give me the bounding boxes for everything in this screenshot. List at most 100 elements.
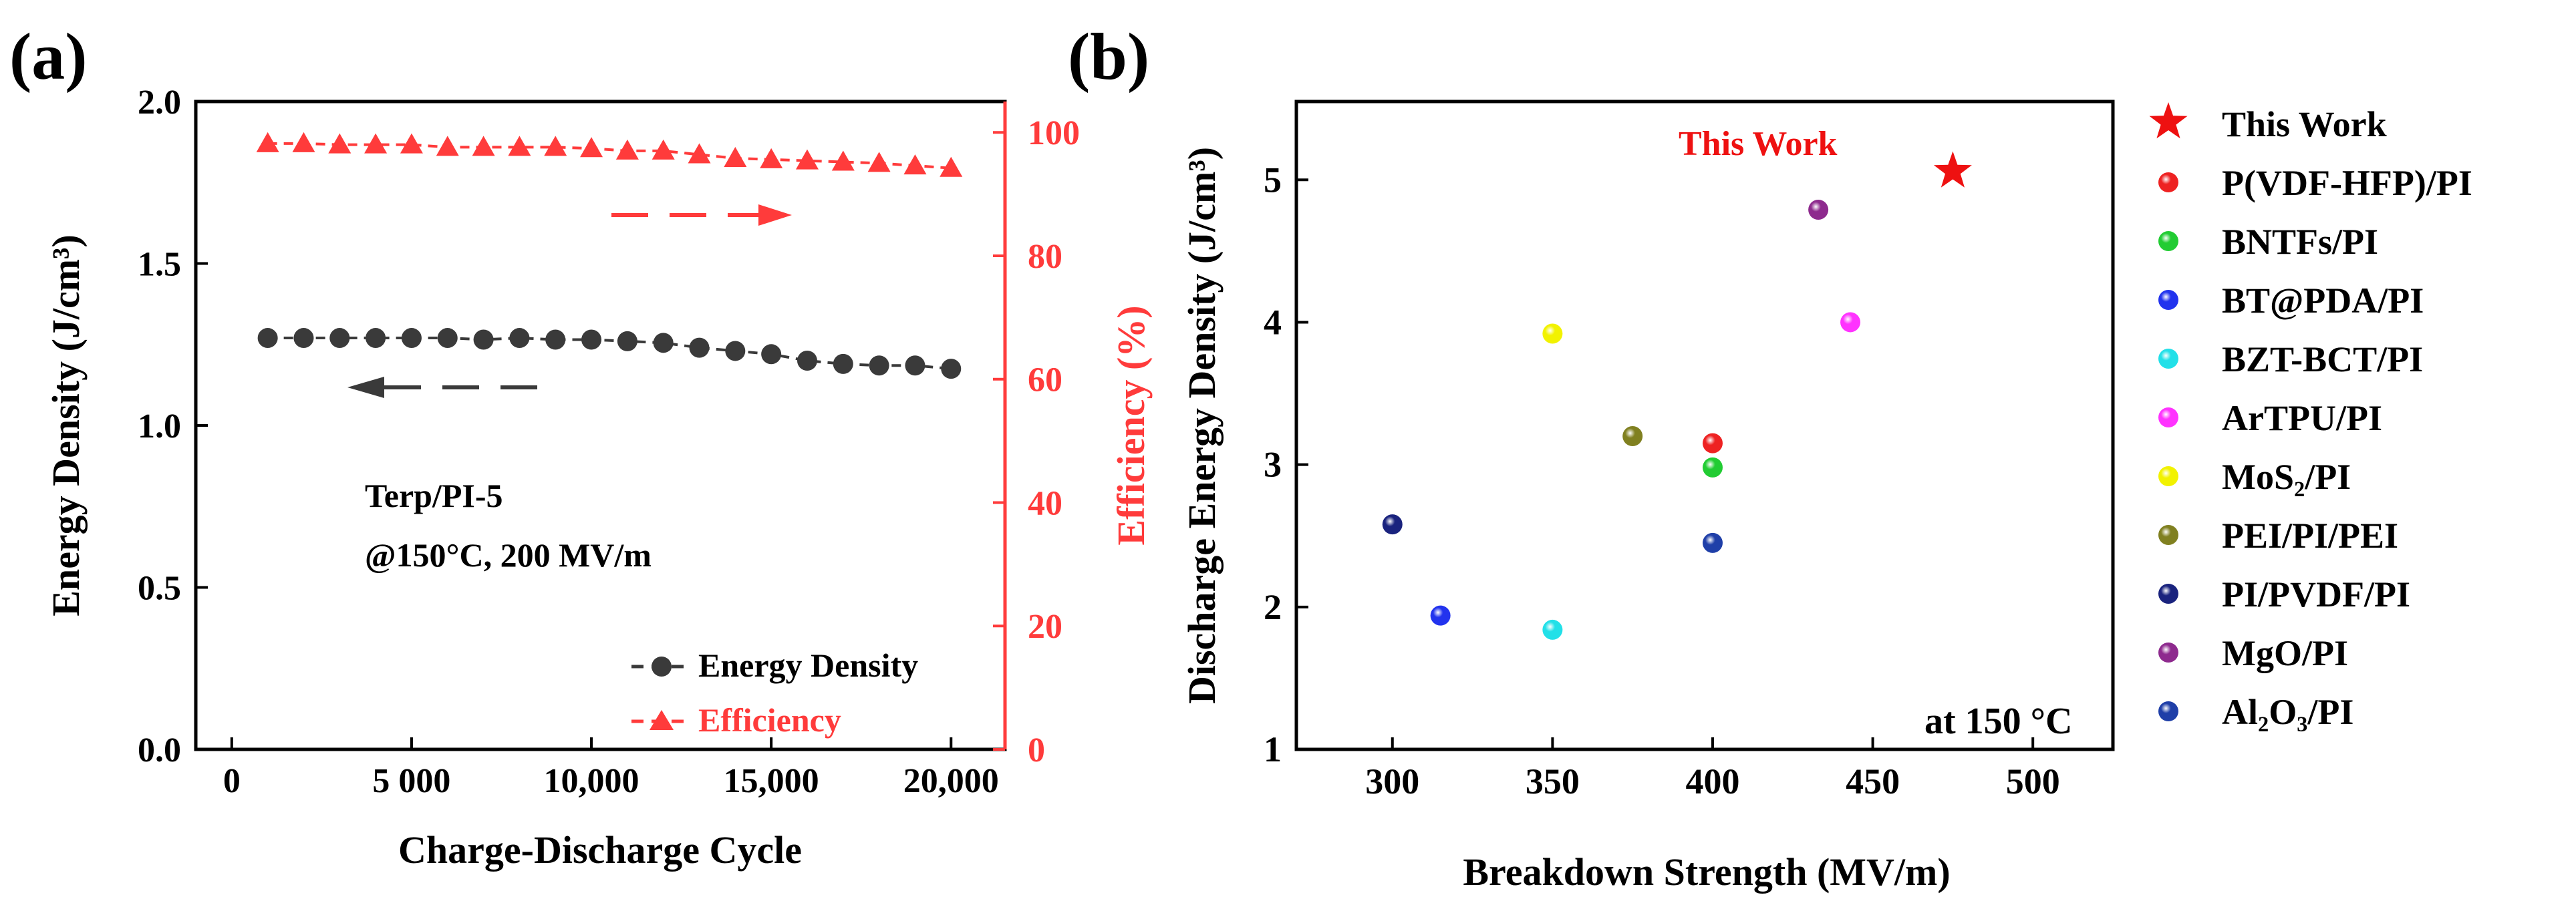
data-point-efficiency <box>615 139 639 160</box>
data-point-energy-density <box>905 355 925 376</box>
data-point-energy-density <box>509 328 530 349</box>
data-point-efficiency <box>940 156 963 177</box>
point-bntfs-pi <box>1702 457 1723 478</box>
legend-label-bt-pda-pi: BT@PDA/PI <box>2222 281 2424 321</box>
data-point-energy-density <box>257 328 278 349</box>
data-point-efficiency <box>688 143 711 164</box>
data-point-efficiency <box>760 148 783 168</box>
legend-marker-pei-pi-pei <box>2158 525 2178 545</box>
panel-b-x-tick-label: 350 <box>1526 761 1580 801</box>
point-al-o-pi <box>1702 532 1723 553</box>
point-p-vdf-hfp-pi <box>1702 433 1723 453</box>
energy-density-axis-arrow <box>347 377 548 398</box>
data-point-efficiency <box>256 132 279 152</box>
point-pei-pi-pei <box>1622 425 1643 446</box>
legend-label-p-vdf-hfp-pi: P(VDF-HFP)/PI <box>2222 163 2472 203</box>
legend-label-al-o-pi: Al₂O₃/PI <box>2222 692 2353 732</box>
data-point-energy-density <box>941 359 962 379</box>
data-point-energy-density <box>366 328 386 349</box>
data-point-energy-density <box>617 331 637 351</box>
legend-marker-mos-pi <box>2158 466 2178 486</box>
data-point-energy-density <box>833 353 853 374</box>
panel-b-plot-frame <box>1294 100 2115 751</box>
panel-a-y-tick-label: 1.5 <box>138 246 181 284</box>
data-point-efficiency <box>364 133 388 154</box>
legend-marker-this-work <box>2149 102 2188 139</box>
legend-label-bzt-bct-pi: BZT-BCT/PI <box>2222 339 2423 379</box>
data-point-energy-density <box>797 351 817 371</box>
panel-b: (b) 300 350 400 450 500 1 2 3 4 5 This Work at 1… <box>1068 19 2472 894</box>
panel-b-y-axis: 1 2 3 4 5 <box>1264 160 1308 769</box>
data-point-energy-density <box>869 355 889 376</box>
efficiency-axis-arrow <box>611 204 792 226</box>
legend-marker-bntfs-pi <box>2158 231 2178 251</box>
data-point-efficiency <box>472 136 495 156</box>
panel-a-y-right-tick-label: 100 <box>1028 114 1080 152</box>
data-point-efficiency <box>795 149 819 170</box>
legend-marker-p-vdf-hfp-pi <box>2158 172 2178 192</box>
panel-b-x-tick-label: 300 <box>1365 761 1419 801</box>
panel-a-y-tick-label: 0.0 <box>138 731 181 769</box>
panel-b-legend: This Work P(VDF-HFP)/PI BNTFs/PI BT@PDA/PI B… <box>2149 102 2472 732</box>
data-point-efficiency <box>436 136 459 156</box>
data-point-efficiency <box>867 152 891 172</box>
panel-a-y-right-tick-label: 40 <box>1028 484 1062 522</box>
panel-b-points <box>1382 151 1972 640</box>
legend-label-energy-density: Energy Density <box>698 647 918 684</box>
legend-label-pei-pi-pei: PEI/PI/PEI <box>2222 516 2398 556</box>
panel-a-y-axis-left: 0.0 0.5 1.0 1.5 2.0 <box>138 83 208 769</box>
panel-a-y-tick-label: 0.5 <box>138 570 181 608</box>
data-point-energy-density <box>329 328 350 349</box>
point-pi-pvdf-pi <box>1382 514 1403 535</box>
panel-b-x-axis-title: Breakdown Strength (MV/m) <box>1463 850 1950 894</box>
legend-marker-pi-pvdf-pi <box>2158 584 2178 604</box>
panel-b-y-tick-label: 3 <box>1264 445 1282 485</box>
data-point-energy-density <box>401 328 422 349</box>
panel-b-x-axis: 300 350 400 450 500 <box>1365 737 2060 801</box>
panel-a-x-axis-title: Charge-Discharge Cycle <box>398 828 802 872</box>
panel-b-y-axis-title: Discharge Energy Density (J/cm³) <box>1180 147 1224 704</box>
legend-marker-al-o-pi <box>2158 701 2178 721</box>
panel-a-x-tick-label: 5 000 <box>372 762 450 800</box>
data-point-energy-density <box>473 329 494 350</box>
panel-a-x-tick-label: 10,000 <box>544 762 639 800</box>
data-point-energy-density <box>581 329 602 350</box>
panel-a: (a) 0 5 000 10,000 15,000 20,000 0.0 0.5 1.0 1.… <box>9 19 1153 872</box>
point-mos-pi <box>1542 323 1563 344</box>
data-point-energy-density <box>761 344 782 365</box>
panel-b-y-tick-label: 1 <box>1264 729 1282 769</box>
data-point-efficiency <box>292 132 315 152</box>
legend-label-mgo-pi: MgO/PI <box>2222 633 2348 673</box>
legend-label-artpu-pi: ArTPU/PI <box>2222 398 2382 438</box>
data-point-energy-density <box>653 333 674 353</box>
this-work-annotation: This Work <box>1679 125 1838 163</box>
panel-b-y-tick-label: 4 <box>1264 302 1282 342</box>
panel-a-label: (a) <box>9 19 88 94</box>
panel-a-x-tick-label: 0 <box>223 762 241 800</box>
panel-a-y-right-tick-label: 20 <box>1028 608 1062 646</box>
data-point-efficiency <box>400 133 423 154</box>
sample-name-annotation: Terp/PI-5 <box>365 477 503 514</box>
panel-a-legend: Energy Density Efficiency <box>631 647 918 739</box>
legend-label-bntfs-pi: BNTFs/PI <box>2222 222 2378 262</box>
panel-b-label: (b) <box>1068 19 1149 94</box>
panel-a-series <box>256 132 963 379</box>
point-bt-pda-pi <box>1430 605 1451 626</box>
data-point-efficiency <box>508 136 531 156</box>
legend-label-mos-pi: MoS₂/PI <box>2222 457 2351 497</box>
panel-a-x-tick-label: 20,000 <box>903 762 999 800</box>
panel-a-y-tick-label: 1.0 <box>138 407 181 445</box>
panel-b-x-tick-label: 500 <box>2006 761 2060 801</box>
point-this-work <box>1933 151 1972 188</box>
data-point-energy-density <box>725 341 746 361</box>
panel-b-y-tick-label: 5 <box>1264 160 1282 200</box>
legend-marker-bt-pda-pi <box>2158 290 2178 310</box>
data-point-efficiency <box>328 133 351 154</box>
legend-marker-mgo-pi <box>2158 643 2178 663</box>
legend-marker-bzt-bct-pi <box>2158 349 2178 369</box>
data-point-efficiency <box>831 150 855 171</box>
legend-label-this-work: This Work <box>2222 104 2387 144</box>
panel-a-y-axis-title: Energy Density (J/cm³) <box>44 234 88 616</box>
data-point-energy-density <box>689 337 710 358</box>
